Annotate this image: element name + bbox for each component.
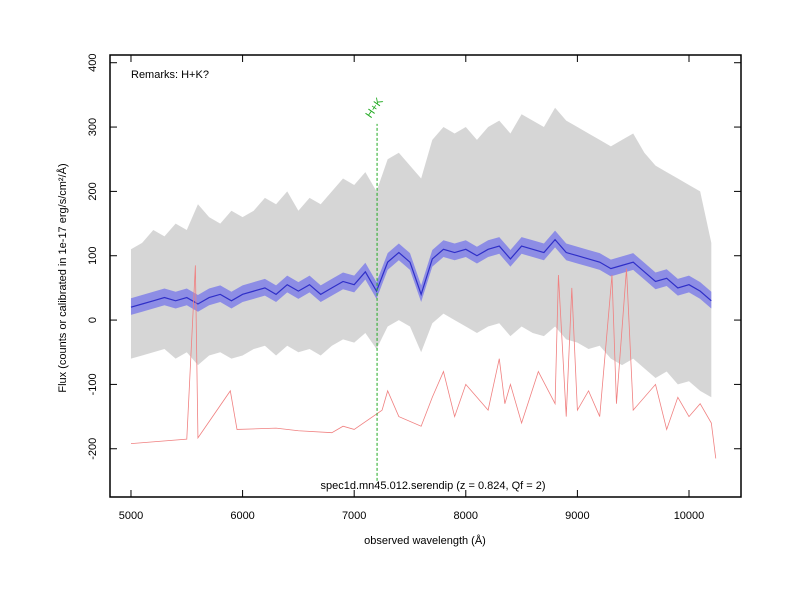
y-tick-label: 300 (87, 118, 99, 136)
feature-label: H+K (363, 95, 386, 120)
y-tick-label: 0 (87, 317, 99, 323)
x-tick-label: 8000 (454, 510, 478, 522)
x-tick-label: 6000 (230, 510, 254, 522)
plot-frame (109, 54, 742, 498)
x-axis-label: observed wavelength (Å) (364, 534, 486, 547)
x-tick-label: 7000 (342, 510, 366, 522)
x-tick-label: 5000 (119, 510, 143, 522)
y-axis-label: Flux (counts or calibrated in 1e-17 erg/… (56, 163, 69, 392)
spectrum-line (130, 238, 712, 308)
caption: spec1d.mn45.012.serendip (z = 0.824, Qf … (320, 480, 545, 492)
x-tick-label: 9000 (565, 510, 589, 522)
spectrum-line (130, 265, 717, 459)
remarks: Remarks: H+K? (131, 69, 209, 81)
y-tick-label: -200 (87, 438, 99, 460)
band (130, 107, 712, 398)
y-tick-label: 100 (87, 247, 99, 265)
y-tick-label: 400 (87, 54, 99, 72)
y-tick-label: 200 (87, 182, 99, 200)
x-tick-label: 10000 (674, 510, 705, 522)
y-tick-label: -100 (87, 373, 99, 395)
